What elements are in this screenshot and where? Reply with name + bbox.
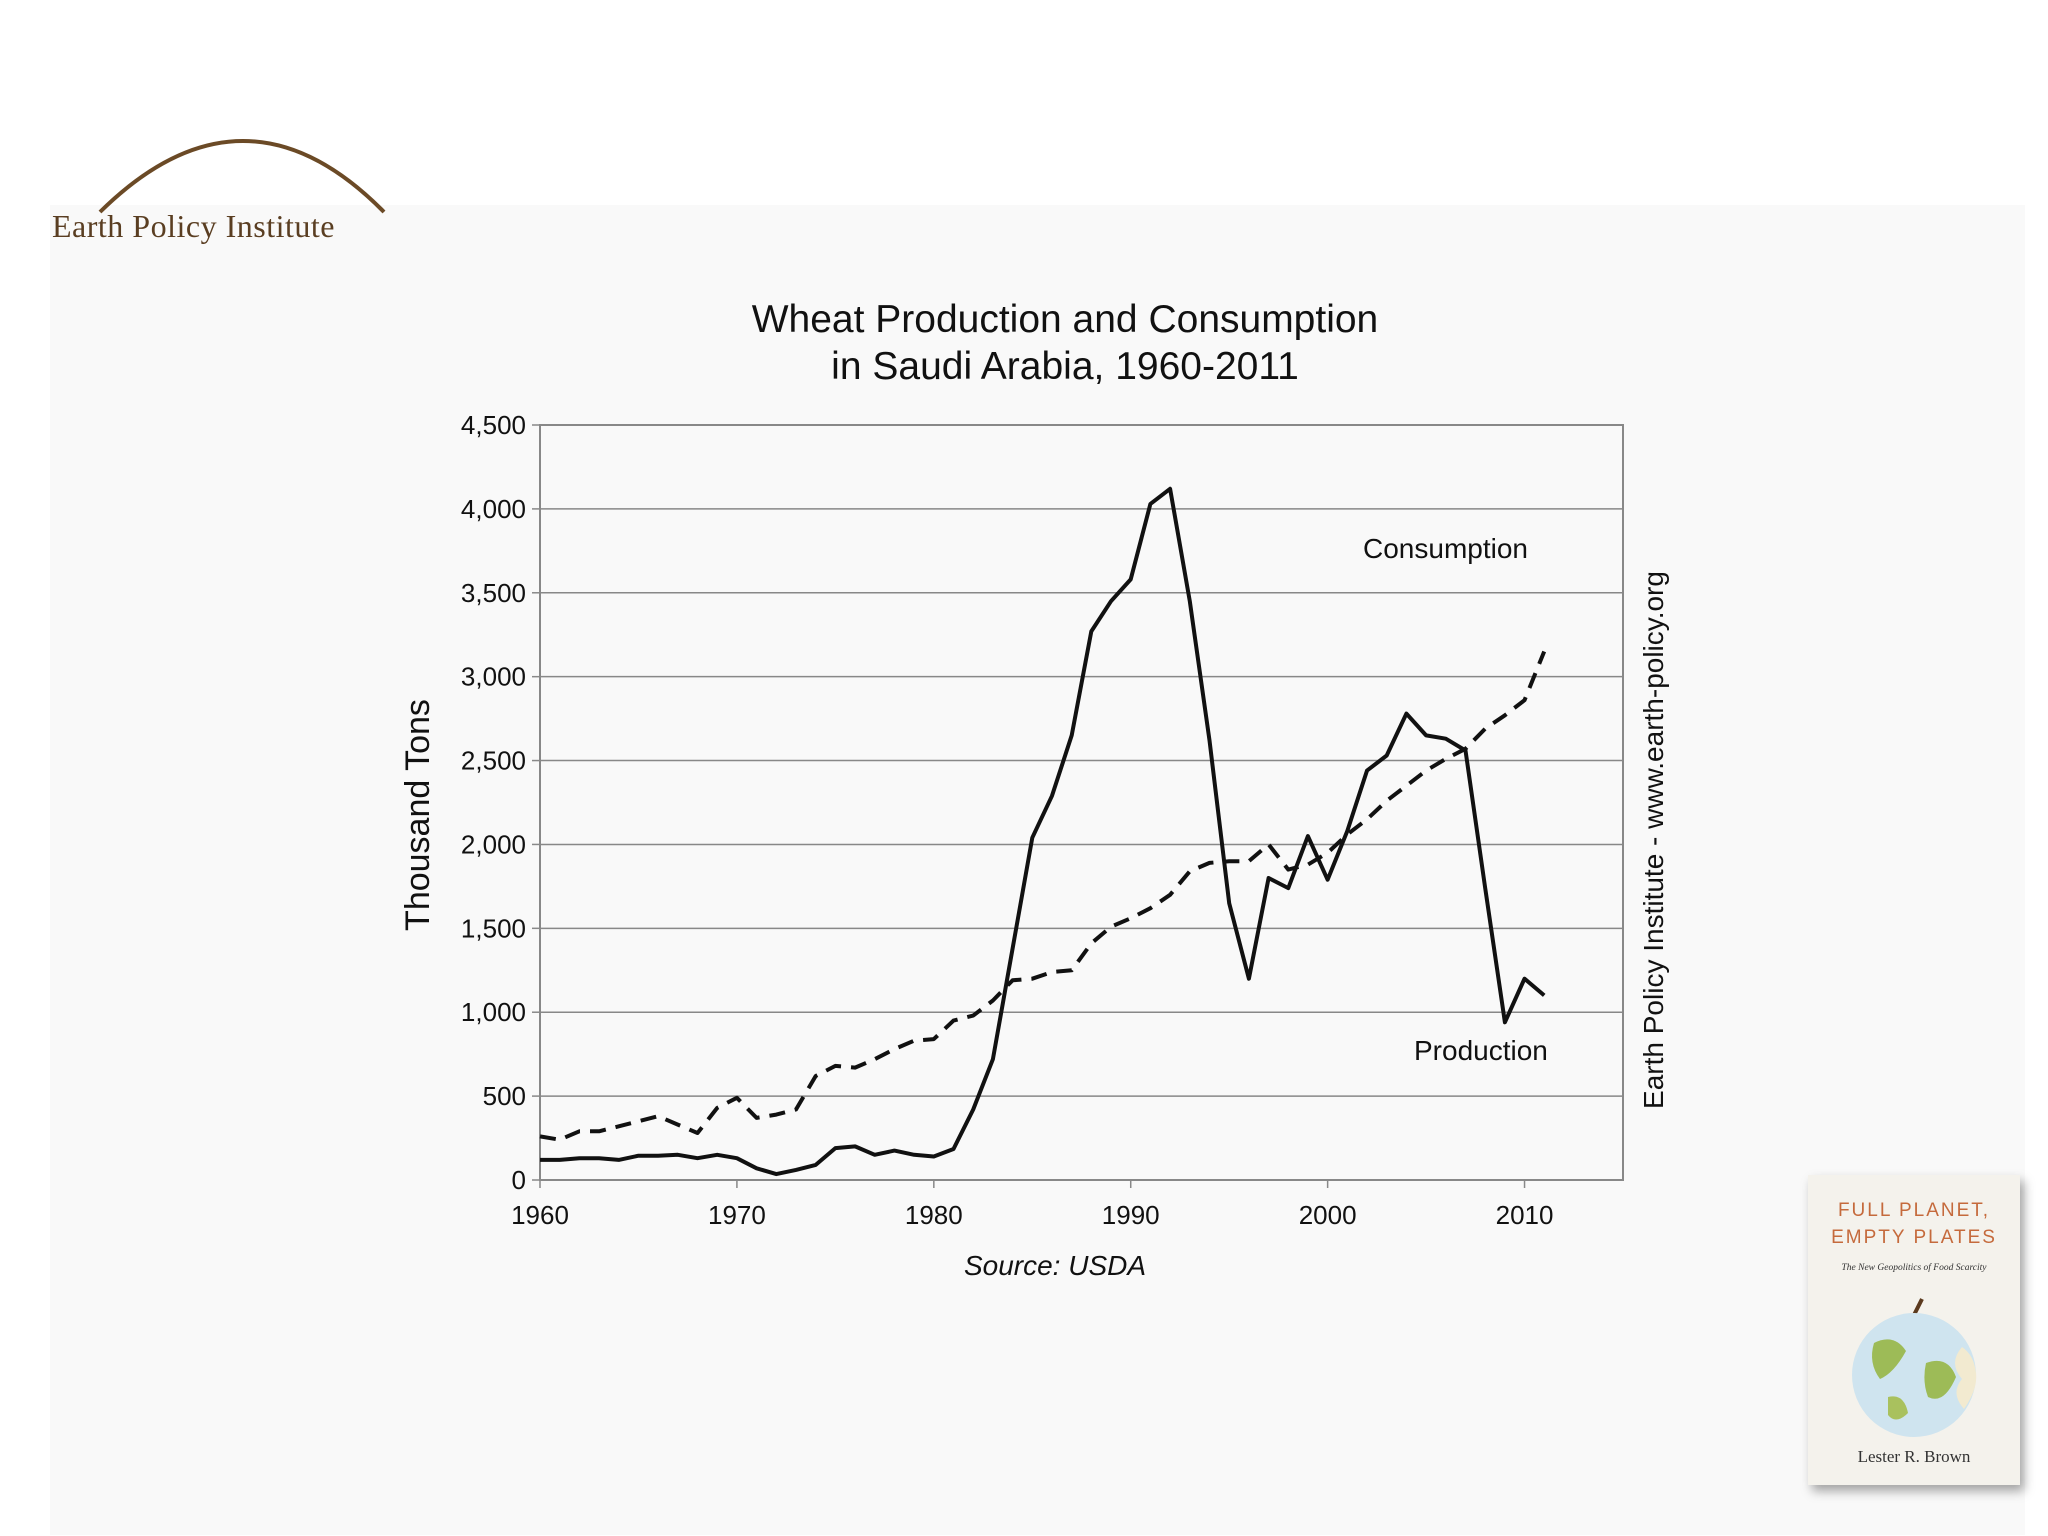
x-tick-label: 1980 (905, 1200, 963, 1230)
apple-globe-icon (1852, 1298, 1977, 1437)
y-tick-label: 0 (512, 1165, 526, 1195)
side-credit-label: Earth Policy Institute - www.earth-polic… (1638, 571, 1669, 1109)
book-title: FULL PLANET, EMPTY PLATES (1808, 1197, 2020, 1251)
y-tick-label: 4,000 (461, 494, 526, 524)
y-tick-label: 3,500 (461, 578, 526, 608)
series-line-consumption (539, 650, 1547, 1142)
consumption-annotation: Consumption (1363, 533, 1528, 564)
y-tick-label: 4,500 (461, 410, 526, 440)
x-tick-label: 2000 (1299, 1200, 1357, 1230)
x-tick-label: 1960 (511, 1200, 569, 1230)
production-annotation: Production (1414, 1035, 1548, 1066)
plot-area-frame (539, 424, 1624, 1181)
chart-title-line2: in Saudi Arabia, 1960-2011 (831, 345, 1299, 388)
y-tick-label: 3,000 (461, 662, 526, 692)
chart-title-line1: Wheat Production and Consumption (751, 298, 1379, 341)
y-tick-label: 2,500 (461, 746, 526, 776)
source-label: Source: USDA (963, 1250, 1147, 1281)
book-subtitle: The New Geopolitics of Food Scarcity (1841, 1263, 1987, 1273)
x-tick-label: 1990 (1102, 1200, 1160, 1230)
earth-policy-institute-logo: Earth Policy Institute (44, 110, 444, 250)
y-tick-label: 1,500 (461, 913, 526, 943)
series-line-production (540, 486, 1546, 1177)
book-cover[interactable]: FULL PLANET, EMPTY PLATES The New Geopol… (1808, 1175, 2020, 1485)
book-author: Lester R. Brown (1857, 1447, 1971, 1466)
y-tick-label: 1,000 (461, 997, 526, 1027)
y-axis-label: Thousand Tons (399, 699, 437, 931)
book-title-line2: EMPTY PLATES (1831, 1227, 1997, 1248)
chart-title: Wheat Production and Consumption in Saud… (640, 296, 1490, 390)
logo-arc-icon (98, 139, 386, 214)
x-tick-label: 1970 (708, 1200, 766, 1230)
book-title-line1: FULL PLANET, (1837, 1200, 1991, 1221)
slide-background (50, 205, 2025, 1535)
logo-text: Earth Policy Institute (52, 208, 335, 244)
y-tick-label: 500 (483, 1081, 526, 1111)
x-tick-label: 2010 (1496, 1200, 1554, 1230)
y-tick-label: 2,000 (461, 829, 526, 859)
